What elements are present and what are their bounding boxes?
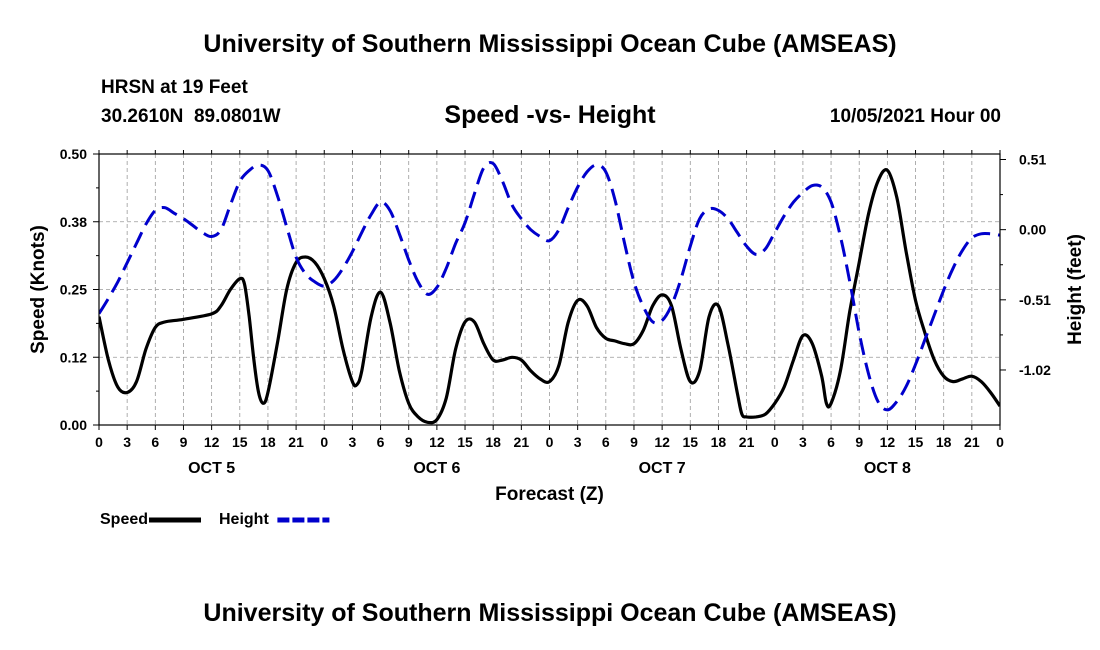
x-tick-label: 21 [964, 434, 980, 450]
y-axis-label: Speed (Knots) [28, 225, 49, 354]
x-tick-label: 12 [429, 434, 445, 450]
coordinates-label: 30.2610N 89.0801W [101, 106, 281, 127]
day-label: OCT 7 [639, 460, 686, 477]
x-tick-label: 3 [123, 434, 131, 450]
x-tick-label: 9 [180, 434, 188, 450]
x-tick-label: 0 [95, 434, 103, 450]
day-label: OCT 6 [413, 460, 460, 477]
day-label: OCT 8 [864, 460, 911, 477]
x-tick-label: 21 [514, 434, 530, 450]
x-tick-label: 15 [908, 434, 924, 450]
x-tick-label: 0 [996, 434, 1004, 450]
x-tick-label: 12 [880, 434, 896, 450]
series-line-height [99, 161, 1000, 412]
x-tick-label: 3 [574, 434, 582, 450]
day-label: OCT 5 [188, 460, 235, 477]
x-tick-label: 15 [232, 434, 248, 450]
x-tick-label: 3 [799, 434, 807, 450]
x-tick-label: 6 [151, 434, 159, 450]
y-tick-label: 0.50 [60, 146, 87, 162]
forecast-datestamp: 10/05/2021 Hour 00 [829, 106, 1001, 127]
y-tick-label: 0.12 [60, 349, 87, 365]
x-tick-label: 18 [260, 434, 276, 450]
x-tick-label: 18 [936, 434, 952, 450]
x-tick-label: 15 [682, 434, 698, 450]
x-tick-label: 12 [654, 434, 670, 450]
y-tick-label: 0.25 [60, 282, 87, 298]
y2-tick-label: 0.51 [1019, 152, 1046, 168]
x-tick-label: 15 [457, 434, 473, 450]
x-tick-label: 9 [855, 434, 863, 450]
x-axis-label: Forecast (Z) [495, 484, 604, 505]
x-tick-label: 6 [602, 434, 610, 450]
x-tick-label: 12 [204, 434, 220, 450]
series-line-speed [99, 168, 1000, 425]
top-title: University of Southern Mississippi Ocean… [203, 30, 897, 58]
legend: Speed Height [100, 511, 330, 528]
x-tick-label: 21 [739, 434, 755, 450]
x-tick-label: 0 [320, 434, 328, 450]
x-tick-label: 3 [349, 434, 357, 450]
y-tick-label: 0.00 [60, 417, 87, 433]
station-label: HRSN at 19 Feet [101, 77, 248, 98]
chart-title: Speed -vs- Height [444, 101, 656, 129]
x-tick-label: 18 [711, 434, 727, 450]
x-tick-label: 21 [288, 434, 304, 450]
x-tick-label: 6 [827, 434, 835, 450]
y2-tick-label: -1.02 [1019, 362, 1051, 378]
y2-tick-label: -0.51 [1019, 292, 1051, 308]
series-lines [99, 161, 1000, 425]
x-tick-label: 6 [377, 434, 385, 450]
x-tick-label: 0 [771, 434, 779, 450]
y2-axis-label: Height (feet) [1065, 234, 1086, 345]
legend-label-height: Height [219, 511, 269, 528]
legend-label-speed: Speed [100, 511, 148, 528]
x-tick-label: 0 [546, 434, 554, 450]
y2-tick-label: 0.00 [1019, 222, 1046, 238]
bottom-title: University of Southern Mississippi Ocean… [203, 599, 897, 627]
y-tick-label: 0.38 [60, 214, 87, 230]
x-tick-label: 18 [485, 434, 501, 450]
x-tick-label: 9 [630, 434, 638, 450]
x-tick-label: 9 [405, 434, 413, 450]
axes: 0 3 6 9 12 15 18 21 0 3 6 9 12 15 18 21 0 3 6 9 12 15 18 21 0 3 6 9… [28, 146, 1086, 505]
